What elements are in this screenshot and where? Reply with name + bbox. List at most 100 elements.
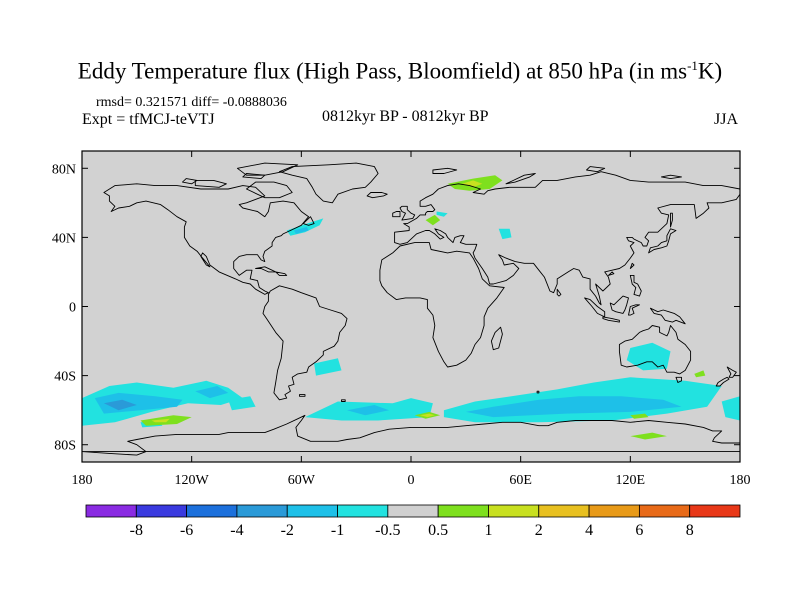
coastline-kerguelen	[536, 390, 540, 394]
lat-label: 40N	[52, 231, 76, 246]
colorbar-swatch	[538, 504, 590, 518]
colorbar-label: -6	[180, 522, 193, 539]
lon-label: 120W	[175, 473, 210, 488]
lon-label: 180	[72, 473, 93, 488]
lat-label: 40S	[54, 370, 76, 385]
coastline-taiwan	[629, 262, 635, 269]
region-north-atlantic-positive	[425, 214, 441, 226]
coastline-borneo	[609, 295, 629, 314]
lon-label: 60E	[509, 473, 532, 488]
colorbar-label: -4	[230, 522, 243, 539]
coastline-japan	[648, 228, 677, 254]
coastline-africa	[379, 242, 505, 368]
region-antarctic-positive	[630, 432, 667, 440]
region-east-europe-patch	[436, 211, 448, 217]
region-nz-east-patch	[721, 396, 740, 421]
coastline-new-guinea	[649, 307, 686, 325]
coastline-south-america	[262, 285, 348, 401]
lat-label: 0	[69, 301, 76, 316]
region-pacific-secondary	[195, 386, 229, 399]
coastline-falklands	[299, 394, 306, 397]
colorbar-label: -8	[130, 522, 143, 539]
colorbar-swatch	[689, 504, 741, 518]
coastline-tasmania	[675, 376, 682, 383]
colorbar-label: 6	[635, 522, 643, 539]
colorbar-swatch	[236, 504, 288, 518]
coastline-australia	[618, 325, 692, 375]
coastline-newfoundland	[302, 216, 315, 226]
coastline-sulawesi	[628, 304, 640, 316]
colorbar-swatch	[638, 504, 691, 518]
lon-label: 120E	[616, 473, 646, 488]
coastline-devon-island	[242, 173, 266, 180]
coastline-new-zealand-north	[726, 366, 737, 378]
map-title: Eddy Temperature flux (High Pass, Bloomf…	[0, 58, 800, 85]
coastline-hispaniola	[275, 271, 288, 276]
coastline-new-zealand-south	[715, 376, 730, 387]
colorbar: -8 -6 -4 -2 -1 -0.5 0.5 1 2 4 6 8	[85, 504, 741, 539]
colorbar-label: 1	[484, 522, 492, 539]
region-indian-core	[465, 396, 682, 418]
region-australia-positive	[694, 370, 706, 378]
coastline-great-britain	[399, 205, 416, 221]
region-indian-positive	[630, 413, 649, 419]
contour-fill-layer	[82, 175, 740, 440]
colorbar-swatch	[186, 504, 238, 518]
rmsd-diff-stats: rmsd= 0.321571 diff= -0.0888036	[96, 95, 287, 110]
colorbar-label: -0.5	[375, 522, 400, 539]
colorbar-label: 4	[585, 522, 593, 539]
coastline-antarctica	[82, 414, 740, 456]
colorbar-swatch	[588, 504, 640, 518]
colorbar-swatch	[437, 504, 489, 518]
colorbar-label: 8	[686, 522, 694, 539]
coastline-layer	[82, 162, 740, 456]
coastline-greenland	[278, 162, 379, 204]
region-drake-patch	[228, 396, 256, 411]
colorbar-label: 0.5	[428, 522, 448, 539]
coastline-new-siberian	[660, 174, 682, 180]
coastline-sakhalin	[670, 212, 673, 228]
colorbar-swatch	[286, 504, 338, 518]
region-south-atlantic-core	[347, 405, 390, 416]
colorbar-swatch	[85, 504, 137, 518]
coastline-novaya-zemlya	[505, 173, 536, 185]
colorbar-label: 2	[535, 522, 543, 539]
coastline-baffin-island	[246, 181, 293, 199]
season-label: JJA	[714, 111, 739, 128]
coastline-severnaya	[586, 166, 606, 173]
coastline-hainan	[607, 271, 615, 276]
region-scandinavia-core	[462, 180, 483, 188]
region-nw-atlantic-core	[294, 227, 309, 234]
longitude-axis: 180 120W 60W 0 60E 120E 180	[72, 151, 751, 488]
region-caspian-patch	[498, 228, 512, 240]
coastline-sri-lanka	[556, 288, 562, 297]
colorbar-swatch	[135, 504, 188, 518]
colorbar-swatch	[387, 504, 439, 518]
coastline-ireland	[392, 211, 401, 218]
colorbar-label: -1	[331, 522, 344, 539]
lat-label: 80S	[54, 439, 76, 454]
coastline-iceland	[366, 192, 388, 199]
colorbar-swatch	[337, 504, 389, 518]
period-label: 0812kyr BP - 0812kyr BP	[322, 108, 489, 125]
coastline-banks-island	[182, 178, 198, 185]
coastline-svalbard	[432, 167, 458, 174]
title-text: Eddy Temperature flux (High Pass, Bloomf…	[77, 58, 688, 84]
colorbar-swatch	[488, 504, 540, 518]
coastline-madagascar	[490, 326, 503, 351]
title-superscript: -1	[687, 58, 698, 73]
lat-label: 80N	[52, 162, 76, 177]
region-tasman-blob	[626, 342, 671, 371]
lon-label: 0	[408, 473, 415, 488]
coastline-java	[602, 316, 620, 323]
experiment-label: Expt = tfMCJ-teVTJ	[82, 111, 215, 128]
region-pacific-inner	[103, 399, 137, 411]
region-south-atlantic-positive-core	[420, 413, 435, 418]
coastline-philippines	[629, 274, 642, 297]
latitude-axis: 80N 40N 0 40S 80S	[52, 162, 740, 454]
coastline-south-georgia	[341, 399, 346, 402]
coastline-eurasia	[394, 171, 740, 306]
colorbar-label: -2	[281, 522, 294, 539]
title-suffix: K)	[697, 58, 723, 84]
